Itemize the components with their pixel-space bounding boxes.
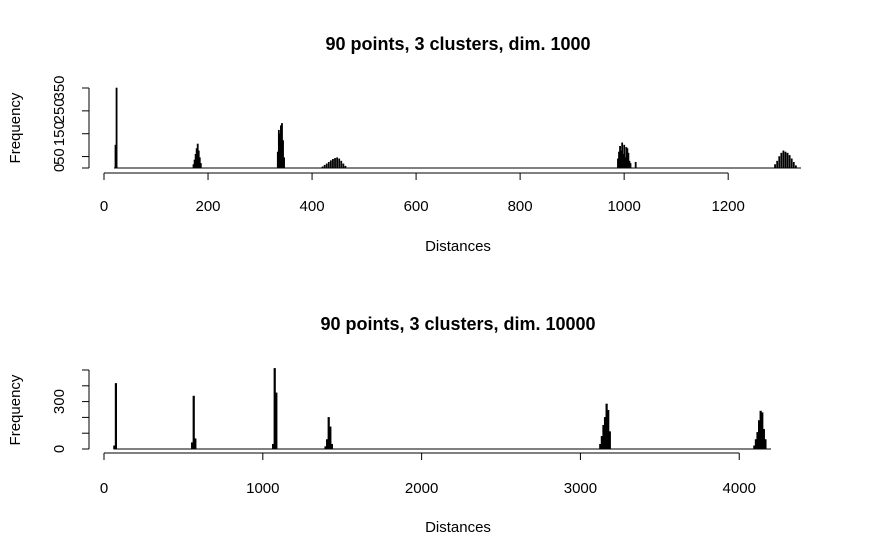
y-tick-label: 0 xyxy=(51,445,68,453)
x-tick-label: 600 xyxy=(404,198,429,215)
x-tick-label: 4000 xyxy=(723,480,756,497)
y-tick-label: 50 xyxy=(51,148,68,165)
x-tick-label: 1200 xyxy=(711,198,744,215)
histogram-bar xyxy=(329,160,332,169)
x-tick-label: 2000 xyxy=(405,480,438,497)
histogram-bar xyxy=(336,157,339,169)
histogram-bar xyxy=(325,163,328,169)
histogram-bar xyxy=(342,163,345,169)
histogram-bar xyxy=(338,158,341,169)
histogram-bar xyxy=(778,156,781,169)
histogram-bar xyxy=(790,158,793,169)
x-tick-label: 3000 xyxy=(564,480,597,497)
bar-series xyxy=(113,368,771,450)
x-tick-label: 400 xyxy=(300,198,325,215)
x-axis-title: Distances xyxy=(425,238,491,255)
histogram-bar xyxy=(199,163,202,169)
x-axis: 0 1000 2000 3000 4000 xyxy=(100,452,756,497)
histogram-bar xyxy=(334,158,336,169)
histogram-bar xyxy=(332,159,334,169)
x-tick-label: 800 xyxy=(508,198,533,215)
x-tick-label: 200 xyxy=(196,198,221,215)
histogram-bar xyxy=(776,160,779,169)
histogram-bar xyxy=(275,392,278,450)
histogram-bar xyxy=(327,161,330,169)
histogram-bar xyxy=(608,431,611,450)
histogram-bar xyxy=(330,443,333,450)
x-tick-label: 0 xyxy=(100,480,108,497)
x-axis: 0 200 400 600 800 1000 1200 xyxy=(100,172,745,215)
histogram-bar xyxy=(786,152,789,169)
histogram-bar xyxy=(784,151,787,169)
histogram-bar xyxy=(764,439,767,450)
x-axis-title: Distances xyxy=(425,519,491,536)
bar-series xyxy=(114,87,801,169)
y-tick-label: 250 xyxy=(51,98,68,123)
y-axis: 0 300 xyxy=(51,369,90,453)
y-tick-label: 300 xyxy=(51,389,68,414)
y-tick-label: 150 xyxy=(51,121,68,146)
histogram-panel-dim-10000: 90 points, 3 clusters, dim. 10000 Freque… xyxy=(7,314,771,536)
x-tick-label: 1000 xyxy=(246,480,279,497)
histogram-bar xyxy=(780,152,783,169)
y-axis-title: Frequency xyxy=(7,92,24,163)
x-tick-label: 1000 xyxy=(607,198,640,215)
histogram-bar xyxy=(629,163,632,169)
histogram-bar xyxy=(782,150,785,169)
histogram-bar xyxy=(340,160,343,169)
chart-title: 90 points, 3 clusters, dim. 1000 xyxy=(325,34,590,54)
y-tick-label: 0 xyxy=(51,164,68,172)
histogram-bar xyxy=(115,87,118,169)
histogram-panel-dim-1000: 90 points, 3 clusters, dim. 1000 Frequen… xyxy=(7,34,801,255)
histogram-bar xyxy=(283,157,285,169)
histogram-bar xyxy=(634,161,637,169)
y-tick-label: 350 xyxy=(51,75,68,100)
histogram-bar xyxy=(774,164,776,169)
y-axis-title: Frequency xyxy=(7,374,24,445)
histogram-bar xyxy=(792,161,795,169)
histogram-bar xyxy=(114,383,118,450)
chart-title: 90 points, 3 clusters, dim. 10000 xyxy=(320,314,595,334)
x-tick-label: 0 xyxy=(100,198,108,215)
histogram-bar xyxy=(788,155,791,169)
histogram-bar xyxy=(194,438,197,450)
